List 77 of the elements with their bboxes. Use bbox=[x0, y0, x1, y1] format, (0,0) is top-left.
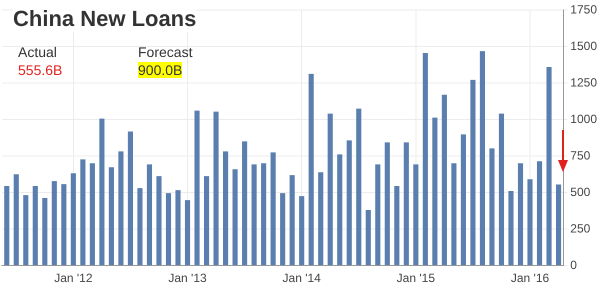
y-tick-label: 0 bbox=[570, 258, 578, 272]
bar bbox=[413, 164, 418, 266]
bar bbox=[61, 184, 66, 266]
bar bbox=[42, 198, 48, 266]
annotation: Actual bbox=[18, 44, 57, 60]
bar bbox=[394, 186, 400, 266]
bar bbox=[318, 172, 324, 266]
bar bbox=[404, 142, 409, 266]
bar bbox=[223, 151, 228, 266]
bar bbox=[280, 193, 286, 266]
bar bbox=[366, 210, 371, 266]
bar bbox=[460, 134, 466, 266]
bar bbox=[14, 174, 19, 266]
bar bbox=[384, 142, 390, 266]
bar bbox=[261, 163, 266, 266]
annotation: 900.0B bbox=[138, 62, 182, 78]
x-tick-label: Jan '14 bbox=[282, 271, 322, 286]
bar bbox=[290, 175, 295, 266]
bar bbox=[270, 152, 276, 266]
bar bbox=[518, 163, 524, 266]
y-tick-label: 250 bbox=[570, 221, 591, 236]
bar bbox=[213, 112, 219, 266]
bar bbox=[356, 108, 362, 266]
bar bbox=[328, 114, 333, 266]
bar bbox=[166, 193, 172, 266]
bar bbox=[252, 164, 257, 266]
bar bbox=[156, 176, 162, 266]
bar bbox=[308, 74, 314, 266]
bar bbox=[346, 140, 352, 266]
annotation: 555.6B bbox=[18, 62, 62, 78]
bar bbox=[442, 94, 447, 266]
bar bbox=[4, 186, 10, 266]
x-tick-label: Jan '12 bbox=[54, 271, 93, 286]
bar bbox=[23, 195, 28, 266]
bar bbox=[470, 80, 476, 266]
bar bbox=[480, 51, 486, 266]
x-tick-label: Jan '15 bbox=[396, 271, 436, 286]
bar bbox=[451, 163, 456, 266]
bar bbox=[299, 196, 304, 266]
bar bbox=[99, 118, 104, 266]
bar bbox=[184, 200, 190, 266]
bar bbox=[70, 173, 76, 266]
bar bbox=[90, 163, 95, 266]
y-tick-label: 1250 bbox=[570, 75, 598, 90]
bar bbox=[498, 114, 504, 266]
bar bbox=[204, 176, 210, 266]
bar bbox=[137, 188, 143, 266]
bar bbox=[108, 167, 114, 266]
bar bbox=[546, 66, 552, 266]
bar bbox=[536, 161, 542, 266]
bar bbox=[337, 154, 342, 266]
bar bbox=[556, 184, 562, 266]
bar bbox=[432, 118, 438, 266]
bar bbox=[489, 148, 495, 266]
bar bbox=[194, 110, 200, 266]
y-tick-label: 1750 bbox=[570, 2, 598, 17]
bar bbox=[80, 159, 86, 266]
y-tick-label: 1000 bbox=[570, 112, 598, 126]
bar bbox=[32, 186, 38, 266]
bar bbox=[232, 169, 238, 266]
y-tick-label: 1500 bbox=[570, 39, 598, 53]
y-tick-label: 750 bbox=[570, 148, 591, 162]
bar bbox=[527, 179, 533, 266]
bar bbox=[52, 181, 57, 266]
y-tick-label: 500 bbox=[570, 184, 591, 199]
bar bbox=[242, 141, 248, 266]
bar bbox=[146, 164, 152, 266]
bar bbox=[128, 131, 134, 266]
bar bbox=[375, 164, 380, 266]
bar bbox=[118, 151, 124, 266]
bar bbox=[175, 190, 181, 266]
x-tick-label: Jan '13 bbox=[168, 271, 207, 286]
chart-title: China New Loans bbox=[13, 6, 196, 32]
bar bbox=[508, 191, 514, 266]
annotation: Forecast bbox=[138, 44, 192, 60]
x-tick-label: Jan '16 bbox=[510, 271, 550, 286]
bar bbox=[422, 52, 428, 266]
